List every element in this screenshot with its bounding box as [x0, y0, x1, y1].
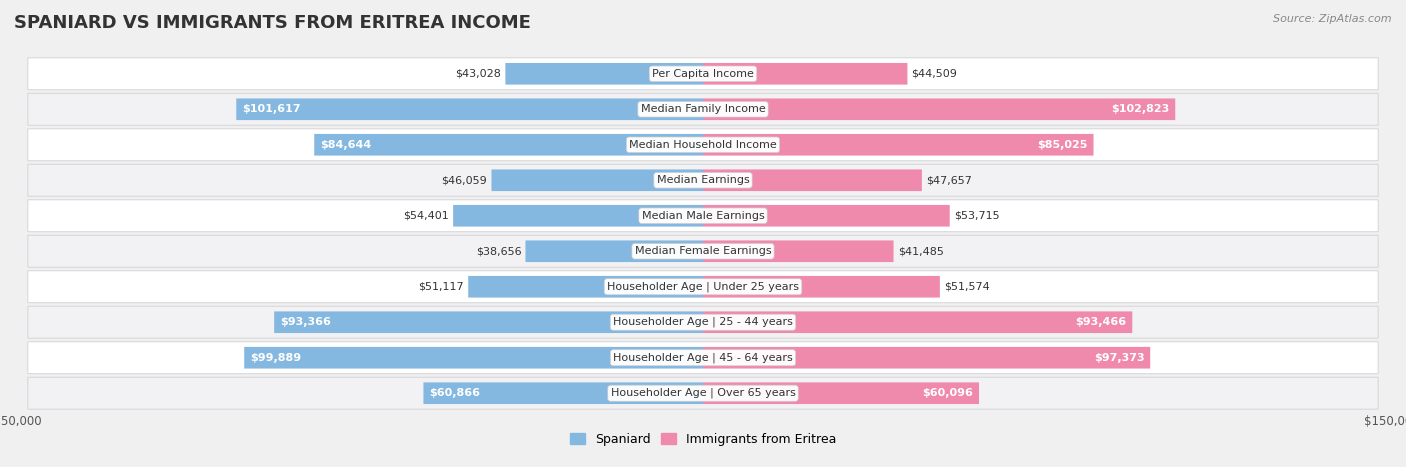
- Text: $85,025: $85,025: [1038, 140, 1088, 150]
- FancyBboxPatch shape: [703, 170, 922, 191]
- Text: $47,657: $47,657: [927, 175, 972, 185]
- Text: $99,889: $99,889: [250, 353, 301, 363]
- FancyBboxPatch shape: [703, 347, 1150, 368]
- Text: Householder Age | 45 - 64 years: Householder Age | 45 - 64 years: [613, 353, 793, 363]
- Text: Median Female Earnings: Median Female Earnings: [634, 246, 772, 256]
- Text: $51,117: $51,117: [419, 282, 464, 292]
- FancyBboxPatch shape: [703, 134, 1094, 156]
- Text: Median Male Earnings: Median Male Earnings: [641, 211, 765, 221]
- Text: $97,373: $97,373: [1094, 353, 1144, 363]
- FancyBboxPatch shape: [703, 63, 907, 85]
- Text: $60,866: $60,866: [429, 388, 479, 398]
- FancyBboxPatch shape: [28, 93, 1378, 125]
- FancyBboxPatch shape: [28, 271, 1378, 303]
- Text: Householder Age | Over 65 years: Householder Age | Over 65 years: [610, 388, 796, 398]
- FancyBboxPatch shape: [453, 205, 703, 226]
- FancyBboxPatch shape: [703, 382, 979, 404]
- FancyBboxPatch shape: [28, 342, 1378, 374]
- FancyBboxPatch shape: [526, 241, 703, 262]
- FancyBboxPatch shape: [314, 134, 703, 156]
- Text: SPANIARD VS IMMIGRANTS FROM ERITREA INCOME: SPANIARD VS IMMIGRANTS FROM ERITREA INCO…: [14, 14, 531, 32]
- FancyBboxPatch shape: [28, 129, 1378, 161]
- FancyBboxPatch shape: [28, 377, 1378, 409]
- Text: $102,823: $102,823: [1112, 104, 1170, 114]
- Text: Median Family Income: Median Family Income: [641, 104, 765, 114]
- Text: $93,466: $93,466: [1076, 317, 1126, 327]
- FancyBboxPatch shape: [28, 200, 1378, 232]
- Text: Median Earnings: Median Earnings: [657, 175, 749, 185]
- Text: $54,401: $54,401: [404, 211, 449, 221]
- FancyBboxPatch shape: [505, 63, 703, 85]
- Text: $41,485: $41,485: [897, 246, 943, 256]
- Text: $93,366: $93,366: [280, 317, 330, 327]
- FancyBboxPatch shape: [703, 241, 894, 262]
- Text: $60,096: $60,096: [922, 388, 973, 398]
- Text: $43,028: $43,028: [456, 69, 502, 79]
- Text: $84,644: $84,644: [319, 140, 371, 150]
- Text: $101,617: $101,617: [242, 104, 301, 114]
- Text: Median Household Income: Median Household Income: [628, 140, 778, 150]
- Text: $53,715: $53,715: [953, 211, 1000, 221]
- Text: $46,059: $46,059: [441, 175, 488, 185]
- Text: $38,656: $38,656: [475, 246, 522, 256]
- FancyBboxPatch shape: [423, 382, 703, 404]
- Text: Householder Age | Under 25 years: Householder Age | Under 25 years: [607, 282, 799, 292]
- Legend: Spaniard, Immigrants from Eritrea: Spaniard, Immigrants from Eritrea: [565, 428, 841, 451]
- FancyBboxPatch shape: [28, 235, 1378, 267]
- Text: Per Capita Income: Per Capita Income: [652, 69, 754, 79]
- FancyBboxPatch shape: [703, 99, 1175, 120]
- Text: Source: ZipAtlas.com: Source: ZipAtlas.com: [1274, 14, 1392, 24]
- FancyBboxPatch shape: [28, 164, 1378, 196]
- FancyBboxPatch shape: [274, 311, 703, 333]
- FancyBboxPatch shape: [703, 205, 949, 226]
- FancyBboxPatch shape: [28, 58, 1378, 90]
- Text: $51,574: $51,574: [943, 282, 990, 292]
- FancyBboxPatch shape: [492, 170, 703, 191]
- FancyBboxPatch shape: [28, 306, 1378, 338]
- FancyBboxPatch shape: [245, 347, 703, 368]
- FancyBboxPatch shape: [236, 99, 703, 120]
- Text: $44,509: $44,509: [911, 69, 957, 79]
- Text: Householder Age | 25 - 44 years: Householder Age | 25 - 44 years: [613, 317, 793, 327]
- FancyBboxPatch shape: [703, 311, 1132, 333]
- FancyBboxPatch shape: [468, 276, 703, 297]
- FancyBboxPatch shape: [703, 276, 939, 297]
